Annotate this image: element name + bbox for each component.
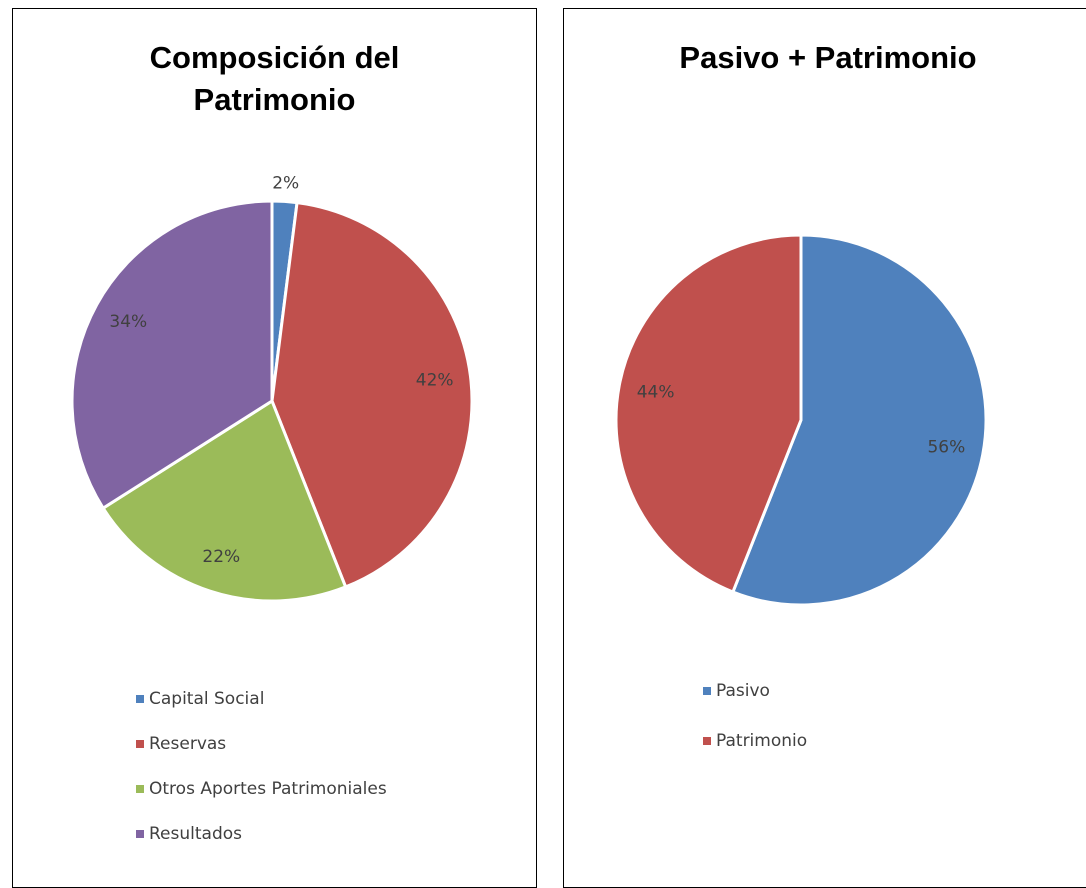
legend-swatch: [136, 830, 144, 838]
chart-panel: Pasivo + Patrimonio 56% Pasivo 44% Patrimon…: [563, 8, 1086, 888]
pie-slice: [614, 233, 803, 594]
data-label: 44%: [637, 382, 675, 402]
chart: 2% Capital Social 42% Reservas 22% Otros Apor…: [70, 173, 474, 844]
data-label: 42%: [416, 370, 454, 390]
legend-label: Pasivo: [716, 681, 770, 701]
chart-title: Composición del Patrimonio: [149, 40, 400, 117]
legend-swatch: [703, 737, 711, 745]
legend-swatch: [136, 785, 144, 793]
legend-label: Capital Social: [149, 689, 264, 709]
pie-slice: [730, 233, 988, 607]
chart: 56% Pasivo 44% Patrimonio: [614, 233, 988, 751]
data-label: 56%: [927, 438, 965, 458]
data-label: 22%: [202, 547, 240, 567]
legend-swatch: [136, 695, 144, 703]
pie-slice: [70, 199, 274, 511]
chart-title: Pasivo + Patrimonio: [679, 40, 977, 75]
data-label: 2%: [272, 173, 299, 193]
data-label: 34%: [109, 312, 147, 332]
legend-label: Otros Aportes Patrimoniales: [149, 779, 387, 799]
legend-label: Reservas: [149, 734, 226, 754]
chart-panel: Composición del Patrimonio 2% Capital Soc…: [12, 8, 537, 888]
legend-swatch: [703, 687, 711, 695]
legend-swatch: [136, 740, 144, 748]
pie-slice: [101, 398, 348, 603]
pie-slice: [270, 200, 474, 589]
page: Composición del Patrimonio 2% Capital Soc…: [12, 8, 1086, 888]
legend-label: Patrimonio: [716, 731, 807, 751]
legend-label: Resultados: [149, 824, 242, 844]
